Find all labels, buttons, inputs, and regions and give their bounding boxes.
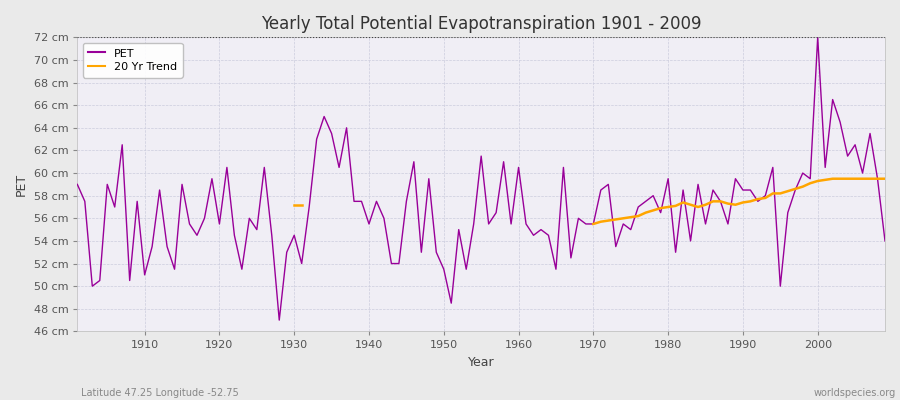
Text: Latitude 47.25 Longitude -52.75: Latitude 47.25 Longitude -52.75 bbox=[81, 388, 239, 398]
Text: worldspecies.org: worldspecies.org bbox=[814, 388, 896, 398]
X-axis label: Year: Year bbox=[468, 356, 494, 369]
Y-axis label: PET: PET bbox=[15, 173, 28, 196]
Title: Yearly Total Potential Evapotranspiration 1901 - 2009: Yearly Total Potential Evapotranspiratio… bbox=[261, 15, 701, 33]
Legend: PET, 20 Yr Trend: PET, 20 Yr Trend bbox=[83, 43, 183, 78]
